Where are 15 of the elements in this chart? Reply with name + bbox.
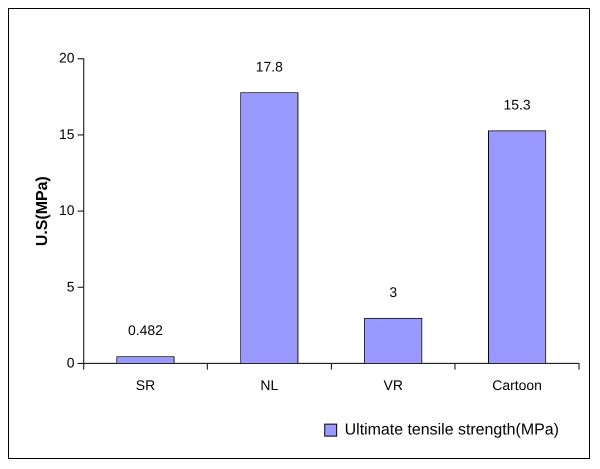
y-tick-label: 20 bbox=[59, 50, 75, 66]
data-label: 3 bbox=[389, 284, 398, 300]
x-tick-label: SR bbox=[136, 376, 156, 393]
data-label: 0.482 bbox=[128, 322, 164, 338]
data-label: 15.3 bbox=[504, 96, 531, 112]
y-tick-label: 5 bbox=[66, 278, 75, 294]
legend-label: Ultimate tensile strength(MPa) bbox=[344, 422, 559, 439]
x-tick-label: VR bbox=[384, 376, 403, 393]
y-axis-title: U.S(MPa) bbox=[34, 176, 51, 246]
data-label: 17.8 bbox=[256, 58, 284, 74]
y-tick-label: 15 bbox=[59, 126, 75, 142]
x-tick-label: NL bbox=[260, 376, 278, 393]
x-tick-label: Cartoon bbox=[492, 376, 542, 393]
y-tick-label: 10 bbox=[59, 202, 75, 218]
y-tick-label: 0 bbox=[66, 354, 75, 370]
